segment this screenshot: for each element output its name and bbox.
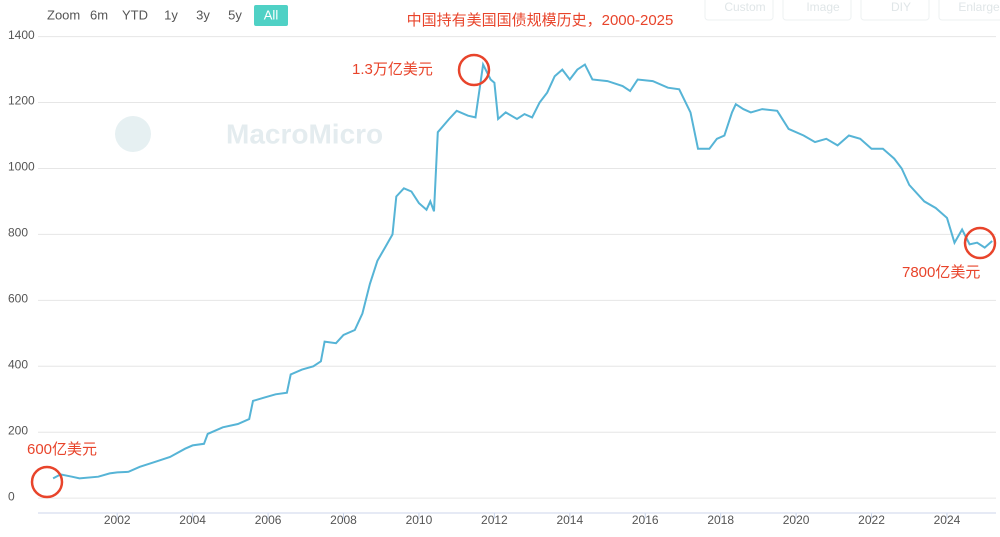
series-line bbox=[52, 61, 993, 480]
watermark-logo bbox=[115, 116, 151, 152]
annotation-label: 1.3万亿美元 bbox=[352, 61, 433, 78]
x-tick-label: 2014 bbox=[556, 513, 583, 527]
x-tick-label: 2012 bbox=[481, 513, 508, 527]
x-tick-label: 2020 bbox=[783, 513, 810, 527]
range-button[interactable]: 1y bbox=[164, 7, 178, 22]
x-tick-label: 2016 bbox=[632, 513, 659, 527]
x-tick-label: 2004 bbox=[179, 513, 206, 527]
range-button[interactable]: 3y bbox=[196, 7, 210, 22]
range-button[interactable]: 5y bbox=[228, 7, 242, 22]
x-tick-label: 2006 bbox=[255, 513, 282, 527]
x-tick-label: 2018 bbox=[707, 513, 734, 527]
y-tick-label: 1200 bbox=[8, 94, 35, 108]
annotation-label: 600亿美元 bbox=[27, 441, 97, 458]
y-tick-label: 200 bbox=[8, 423, 28, 437]
range-button[interactable]: All bbox=[264, 7, 279, 22]
action-button[interactable] bbox=[782, 0, 852, 21]
y-tick-label: 0 bbox=[8, 489, 15, 503]
action-label[interactable]: Custom bbox=[724, 0, 765, 14]
y-tick-label: 1400 bbox=[8, 28, 35, 42]
y-tick-label: 600 bbox=[8, 292, 28, 306]
watermark: MacroMicro bbox=[226, 118, 383, 149]
annotation-circle bbox=[963, 226, 997, 260]
annotation-circle bbox=[457, 53, 491, 87]
action-button[interactable] bbox=[938, 0, 1000, 21]
action-button[interactable] bbox=[704, 0, 774, 21]
chart-title: 中国持有美国国债规模历史，2000-2025 bbox=[407, 12, 674, 29]
y-tick-label: 800 bbox=[8, 226, 28, 240]
zoom-label: Zoom bbox=[47, 7, 80, 22]
range-button[interactable]: YTD bbox=[122, 7, 148, 22]
y-tick-label: 1000 bbox=[8, 160, 35, 174]
x-tick-label: 2010 bbox=[406, 513, 433, 527]
x-tick-label: 2008 bbox=[330, 513, 357, 527]
x-tick-label: 2002 bbox=[104, 513, 131, 527]
action-label[interactable]: Image bbox=[806, 0, 840, 14]
y-tick-label: 400 bbox=[8, 357, 28, 371]
annotation-circle bbox=[30, 465, 64, 499]
range-button-bg bbox=[254, 5, 288, 26]
x-tick-label: 2022 bbox=[858, 513, 885, 527]
x-tick-label: 2024 bbox=[934, 513, 961, 527]
action-label[interactable]: Enlarge bbox=[958, 0, 1000, 14]
range-button[interactable]: 6m bbox=[90, 7, 108, 22]
annotation-label: 7800亿美元 bbox=[902, 264, 980, 281]
action-label[interactable]: DIY bbox=[891, 0, 911, 14]
action-button[interactable] bbox=[860, 0, 930, 21]
